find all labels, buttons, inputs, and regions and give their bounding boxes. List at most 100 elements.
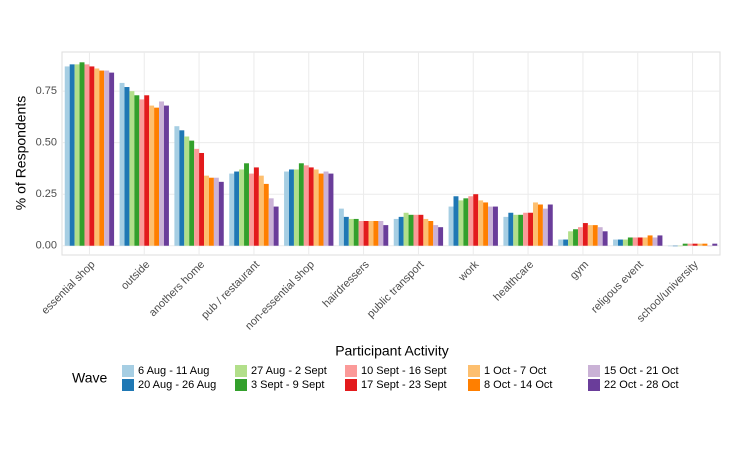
bar xyxy=(647,235,653,246)
bar xyxy=(174,126,180,246)
bar xyxy=(528,212,534,246)
bar xyxy=(204,175,209,246)
bar xyxy=(293,169,299,246)
bar xyxy=(413,214,419,246)
bar xyxy=(458,200,464,246)
legend-label: 6 Aug - 11 Aug xyxy=(138,365,209,377)
bar xyxy=(84,64,90,246)
bar xyxy=(119,82,125,246)
bar xyxy=(488,206,493,246)
x-tick-label: hairdressers xyxy=(320,258,372,310)
y-axis-title: % of Respondents xyxy=(13,96,29,210)
bar xyxy=(328,173,334,246)
y-tick-label: 0.75 xyxy=(36,85,57,97)
bar xyxy=(618,239,623,246)
legend-label: 22 Oct - 28 Oct xyxy=(604,379,679,391)
x-tick-label: outside xyxy=(119,259,153,293)
bar xyxy=(707,245,713,247)
bar xyxy=(697,243,703,246)
bar xyxy=(154,107,160,246)
bar xyxy=(289,169,294,246)
bar xyxy=(533,202,538,246)
bar xyxy=(104,70,110,246)
legend-label: 8 Oct - 14 Oct xyxy=(484,379,552,391)
bar xyxy=(139,99,145,246)
bar xyxy=(358,220,364,246)
bar xyxy=(518,214,524,246)
bar xyxy=(483,202,489,246)
bar xyxy=(239,169,245,246)
bar xyxy=(323,171,329,246)
bar xyxy=(194,148,200,246)
bar xyxy=(218,181,224,246)
bar xyxy=(508,212,514,246)
legend-swatch xyxy=(468,379,480,391)
legend-label: 10 Sept - 16 Sept xyxy=(361,365,447,377)
bar xyxy=(687,243,693,246)
bar xyxy=(712,243,718,246)
bar xyxy=(478,200,484,246)
bar xyxy=(423,218,429,246)
legend-label: 15 Oct - 21 Oct xyxy=(604,365,679,377)
bar xyxy=(273,206,279,246)
bar xyxy=(74,64,80,246)
bar xyxy=(363,220,369,246)
bar xyxy=(492,206,498,246)
bar xyxy=(468,196,474,246)
bar xyxy=(672,245,678,247)
legend-title: Wave xyxy=(72,370,107,386)
bar xyxy=(248,173,254,246)
bar xyxy=(587,225,593,246)
x-tick-label: healthcare xyxy=(491,259,536,304)
legend-swatch xyxy=(588,365,600,377)
bar xyxy=(433,225,439,246)
legend-swatch xyxy=(468,365,480,377)
y-tick-label: 0.00 xyxy=(36,240,57,252)
bar xyxy=(592,225,598,246)
bar xyxy=(692,243,698,246)
bar xyxy=(109,72,115,246)
legend-label: 17 Sept - 23 Sept xyxy=(361,379,447,391)
bar xyxy=(348,218,354,246)
x-tick-label: public transport xyxy=(365,259,427,321)
bar xyxy=(208,177,214,246)
bar xyxy=(428,220,434,246)
bar xyxy=(258,175,264,246)
x-tick-label: pub / restaurant xyxy=(199,259,262,322)
bar xyxy=(563,239,569,246)
legend-label: 27 Aug - 2 Sept xyxy=(251,365,327,377)
bar xyxy=(652,237,658,246)
bar xyxy=(229,173,235,246)
bar xyxy=(513,214,519,246)
bar xyxy=(144,95,150,246)
legend-swatch xyxy=(588,379,600,391)
bar xyxy=(398,216,404,246)
bar xyxy=(378,220,384,246)
bar xyxy=(184,136,190,246)
bar xyxy=(632,237,638,246)
bar xyxy=(503,216,509,246)
bar xyxy=(69,64,75,246)
bar xyxy=(642,237,648,246)
bar xyxy=(318,173,324,246)
bar xyxy=(523,212,529,246)
bar xyxy=(403,212,409,246)
y-tick-label: 0.25 xyxy=(36,188,57,200)
bar xyxy=(373,220,379,246)
x-axis-title: Participant Activity xyxy=(335,343,449,359)
bar xyxy=(124,87,130,246)
bar xyxy=(582,223,588,246)
bar xyxy=(438,227,444,246)
bar xyxy=(313,169,319,246)
bar xyxy=(682,243,688,246)
bar xyxy=(94,68,100,246)
bar xyxy=(448,206,454,246)
legend-swatch xyxy=(345,379,357,391)
bar xyxy=(213,177,219,246)
bar xyxy=(613,239,619,246)
bar xyxy=(338,208,344,246)
bar xyxy=(189,140,195,246)
bar xyxy=(558,239,564,246)
legend-swatch xyxy=(235,379,247,391)
